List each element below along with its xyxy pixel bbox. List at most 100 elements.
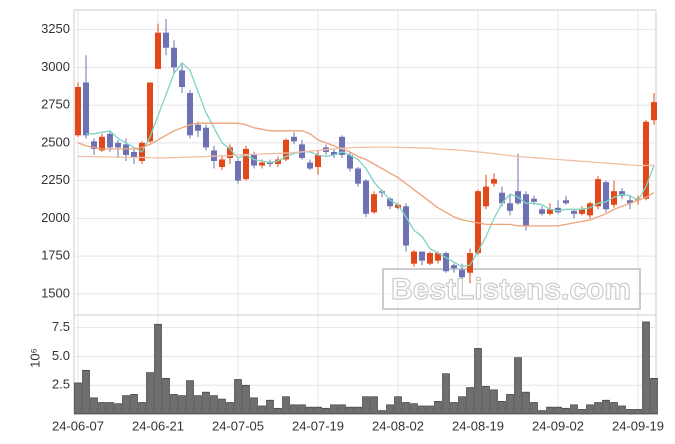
volume-bar	[610, 402, 618, 415]
x-tick-label: 24-08-02	[372, 418, 424, 433]
volume-bar	[154, 323, 162, 415]
volume-bar	[106, 402, 114, 415]
candle-body	[299, 144, 305, 158]
volume-bar	[210, 395, 218, 415]
candle-body	[235, 160, 241, 181]
volume-bar	[354, 406, 362, 415]
volume-bar	[122, 395, 130, 415]
candle-body	[251, 154, 257, 166]
volume-bar	[138, 402, 146, 415]
volume-bar	[330, 404, 338, 415]
volume-bar	[506, 394, 514, 415]
candle-body	[403, 206, 409, 246]
candle-body	[267, 162, 273, 165]
volume-bar	[650, 378, 658, 415]
volume-bar	[602, 399, 610, 415]
candle-body	[443, 253, 449, 272]
volume-bar	[74, 382, 82, 415]
volume-bar	[98, 402, 106, 415]
volume-bar	[402, 402, 410, 415]
volume-bar	[178, 395, 186, 415]
candle-body	[243, 148, 249, 180]
y-tick-label: 2750	[41, 97, 70, 112]
candle-body	[459, 269, 465, 278]
volume-bar	[194, 395, 202, 415]
volume-bar	[482, 386, 490, 415]
volume-tick-label: 2.5	[52, 377, 70, 392]
volume-bar	[450, 402, 458, 415]
volume-bar	[562, 407, 570, 415]
candle-body	[387, 198, 393, 207]
candle-body	[99, 136, 105, 151]
candle-body	[291, 136, 297, 142]
volume-bar	[466, 387, 474, 415]
candle-body	[419, 251, 425, 261]
candle-body	[619, 191, 625, 196]
candle-body	[507, 203, 513, 211]
candle-body	[307, 162, 313, 169]
candle-body	[259, 162, 265, 166]
candle-body	[339, 136, 345, 155]
volume-bar	[226, 402, 234, 415]
candle-body	[475, 191, 481, 254]
volume-bar	[362, 396, 370, 415]
candle-body	[579, 209, 585, 214]
volume-bar	[442, 373, 450, 415]
x-tick-label: 24-06-07	[52, 418, 104, 433]
candle-body	[595, 179, 601, 207]
candle-body	[107, 133, 113, 148]
x-tick-label: 24-07-05	[212, 418, 264, 433]
candle-body	[483, 186, 489, 207]
candle-body	[371, 194, 377, 213]
candle-body	[91, 141, 97, 149]
volume-bar	[434, 401, 442, 415]
volume-bar	[346, 406, 354, 415]
volume-bar	[202, 391, 210, 415]
volume-bar	[130, 394, 138, 415]
candle-body	[563, 200, 569, 204]
candle-body	[555, 207, 561, 213]
candle-body	[331, 151, 337, 155]
candle-body	[363, 180, 369, 214]
candle-body	[571, 210, 577, 214]
volume-bar	[426, 405, 434, 415]
volume-bar	[274, 407, 282, 415]
volume-bar	[314, 406, 322, 415]
candle-body	[587, 203, 593, 216]
candle-body	[115, 142, 121, 148]
candle-body	[627, 200, 633, 204]
candle-body	[219, 159, 225, 168]
volume-bar	[642, 321, 650, 415]
candle-body	[179, 70, 185, 88]
volume-bar	[586, 404, 594, 415]
volume-bar	[266, 399, 274, 415]
candle-body	[523, 194, 529, 226]
volume-bar	[186, 380, 194, 415]
volume-bar	[298, 404, 306, 415]
candle-body	[195, 124, 201, 131]
volume-bar	[242, 384, 250, 415]
candle-body	[467, 253, 473, 273]
volume-bar	[250, 397, 258, 415]
marks	[74, 19, 658, 415]
candle-body	[603, 182, 609, 210]
candle-body	[155, 32, 161, 69]
candle-body	[75, 87, 81, 136]
x-tick-label: 24-08-19	[452, 418, 504, 433]
volume-bar	[90, 397, 98, 415]
volume-bar	[618, 405, 626, 415]
y-tick-label: 1500	[41, 285, 70, 300]
volume-bar	[626, 409, 634, 415]
volume-bar	[290, 404, 298, 415]
volume-bar	[378, 410, 386, 415]
volume-bar	[170, 394, 178, 415]
volume-bar	[306, 406, 314, 415]
candle-body	[531, 198, 537, 202]
volume-bar	[82, 369, 90, 415]
watermark-box	[382, 268, 641, 310]
candle-body	[283, 139, 289, 160]
volume-bar	[578, 409, 586, 415]
candle-body	[355, 168, 361, 184]
candle-body	[611, 191, 617, 205]
